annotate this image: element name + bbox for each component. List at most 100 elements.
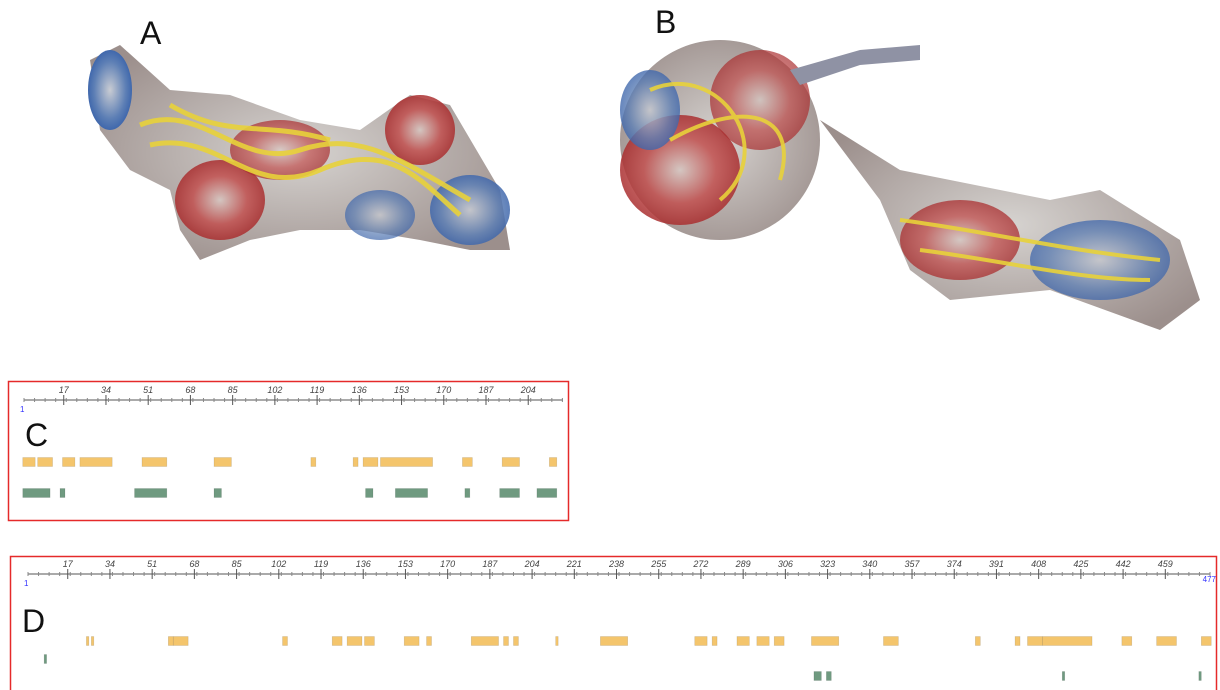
feature-segment <box>173 637 188 646</box>
feature-segment <box>465 489 470 498</box>
feature-segment <box>135 489 167 498</box>
feature-segment <box>311 458 316 467</box>
tick-label: 68 <box>189 559 199 569</box>
feature-segment <box>380 458 432 467</box>
feature-segment <box>214 489 221 498</box>
panel-label: A <box>140 15 162 51</box>
feature-segment <box>471 637 498 646</box>
feature-segment <box>826 672 831 681</box>
feature-segment <box>366 489 373 498</box>
tick-label: 391 <box>989 559 1004 569</box>
feature-segment <box>38 458 53 467</box>
tick-label: 238 <box>608 559 624 569</box>
feature-segment <box>462 458 472 467</box>
feature-segment <box>1042 637 1092 646</box>
tick-label: 255 <box>650 559 667 569</box>
feature-segment <box>23 489 50 498</box>
feature-segment <box>537 489 557 498</box>
tick-label: 289 <box>735 559 751 569</box>
figure: A B C 17 34 51 68 85 102 119 136 153 170 187 204 1 D 17… <box>0 0 1220 690</box>
feature-segment <box>883 637 898 646</box>
tick-label: 102 <box>267 385 282 395</box>
tick-label: 17 <box>59 385 70 395</box>
tick-label: 17 <box>63 559 74 569</box>
ruler-end: 477 <box>1203 575 1217 584</box>
feature-segment <box>1201 637 1211 646</box>
feature-segment <box>1062 672 1064 681</box>
tick-label: 85 <box>228 385 239 395</box>
feature-segment <box>364 637 374 646</box>
feature-segment <box>695 637 707 646</box>
tick-label: 306 <box>778 559 793 569</box>
feature-segment <box>712 637 717 646</box>
tick-label: 119 <box>310 385 324 395</box>
ruler-start: 1 <box>20 405 25 414</box>
tick-label: 170 <box>440 559 455 569</box>
feature-segment <box>91 637 93 646</box>
feature-segment <box>556 637 558 646</box>
tick-label: 51 <box>147 559 157 569</box>
panel-label: C <box>25 417 48 453</box>
feature-segment <box>774 637 784 646</box>
tick-label: 425 <box>1073 559 1089 569</box>
feature-segment <box>1122 637 1132 646</box>
feature-segment <box>404 637 419 646</box>
feature-segment <box>168 637 173 646</box>
track-frame <box>11 557 1217 690</box>
feature-segment <box>811 637 838 646</box>
feature-segment <box>214 458 231 467</box>
tick-label: 85 <box>232 559 243 569</box>
feature-segment <box>500 489 520 498</box>
tick-label: 136 <box>356 559 371 569</box>
tick-label: 119 <box>314 559 328 569</box>
tick-label: 272 <box>692 559 708 569</box>
tick-label: 459 <box>1158 559 1173 569</box>
tick-label: 153 <box>398 559 413 569</box>
tick-label: 136 <box>352 385 367 395</box>
feature-segment <box>975 637 980 646</box>
tick-label: 34 <box>105 559 115 569</box>
feature-segment <box>502 458 519 467</box>
tick-label: 51 <box>143 385 153 395</box>
feature-segment <box>549 458 556 467</box>
tick-label: 34 <box>101 385 111 395</box>
feature-segment <box>86 637 88 646</box>
feature-segment <box>737 637 749 646</box>
feature-segment <box>60 489 65 498</box>
ruler-start: 1 <box>24 579 29 588</box>
tick-label: 153 <box>394 385 409 395</box>
feature-segment <box>80 458 112 467</box>
feature-segment <box>427 637 432 646</box>
tick-label: 340 <box>862 559 877 569</box>
track-frame <box>9 382 569 521</box>
tick-label: 221 <box>566 559 582 569</box>
tick-label: 442 <box>1116 559 1131 569</box>
feature-segment <box>814 672 821 681</box>
panel-label: B <box>655 4 676 40</box>
feature-segment <box>283 637 288 646</box>
feature-segment <box>63 458 75 467</box>
feature-segment <box>1027 637 1042 646</box>
tick-label: 374 <box>947 559 962 569</box>
feature-segment <box>363 458 378 467</box>
feature-segment <box>600 637 627 646</box>
panel-label: D <box>22 603 45 639</box>
feature-segment <box>1199 672 1201 681</box>
feature-segment <box>757 637 769 646</box>
tick-label: 187 <box>482 559 498 569</box>
feature-segment <box>513 637 518 646</box>
feature-segment <box>1157 637 1177 646</box>
tick-label: 187 <box>478 385 494 395</box>
feature-segment <box>504 637 509 646</box>
tick-label: 68 <box>185 385 195 395</box>
feature-segment <box>23 458 35 467</box>
feature-segment <box>44 655 46 664</box>
tick-label: 204 <box>524 559 540 569</box>
tick-label: 408 <box>1031 559 1046 569</box>
protein-a <box>88 45 510 260</box>
tick-label: 357 <box>905 559 921 569</box>
tick-label: 323 <box>820 559 835 569</box>
tick-label: 102 <box>271 559 286 569</box>
feature-segment <box>142 458 167 467</box>
tick-label: 204 <box>520 385 536 395</box>
